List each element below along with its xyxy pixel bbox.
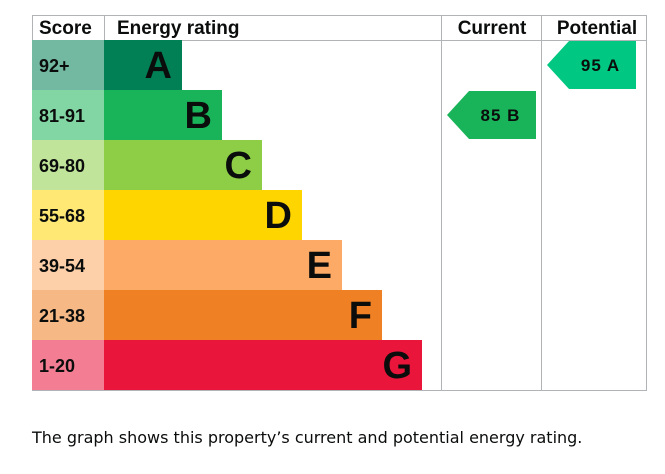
band-score-label-f: 21-38 (39, 306, 85, 326)
band-score-cell-g (32, 340, 104, 390)
rating-markers: 85 B 95 A (447, 41, 636, 139)
band-score-cell-c (32, 140, 104, 190)
current-marker-label: 85 B (481, 106, 521, 125)
band-score-cell-d (32, 190, 104, 240)
chart-headers: Score Energy rating Current Potential (39, 18, 637, 39)
band-score-cell-b (32, 90, 104, 140)
header-energy-rating: Energy rating (117, 18, 239, 39)
band-score-cell-a (32, 40, 104, 90)
band-letter-g: G (382, 345, 412, 387)
header-potential: Potential (557, 18, 637, 39)
band-score-cell-e (32, 240, 104, 290)
band-score-cell-f (32, 290, 104, 340)
band-score-label-c: 69-80 (39, 156, 85, 176)
band-letter-d: D (265, 195, 292, 237)
band-bar-e (104, 240, 342, 290)
band-bar-g (104, 340, 422, 390)
band-letter-c: C (225, 145, 252, 187)
band-letter-a: A (145, 45, 172, 87)
band-bar-b (104, 90, 222, 140)
band-letter-b: B (185, 95, 212, 137)
band-letter-f: F (349, 295, 372, 337)
band-score-label-d: 55-68 (39, 206, 85, 226)
band-score-label-a: 92+ (39, 56, 70, 76)
chart-caption: The graph shows this property’s current … (32, 428, 583, 447)
band-score-label-e: 39-54 (39, 256, 85, 276)
potential-marker-label: 95 A (581, 56, 620, 75)
band-score-label-g: 1-20 (39, 356, 75, 376)
band-bar-c (104, 140, 262, 190)
header-score: Score (39, 18, 92, 39)
band-letter-e: E (307, 245, 332, 287)
potential-marker (547, 41, 636, 89)
rating-bands: 92+ A 81-91 B 69-80 C 55-68 D 39-54 E 21-38 F 1-20 G (32, 40, 422, 390)
band-bar-d (104, 190, 302, 240)
band-score-label-b: 81-91 (39, 106, 85, 126)
current-marker (447, 91, 536, 139)
band-bar-a (104, 40, 182, 90)
header-current: Current (458, 18, 527, 39)
band-bar-f (104, 290, 382, 340)
